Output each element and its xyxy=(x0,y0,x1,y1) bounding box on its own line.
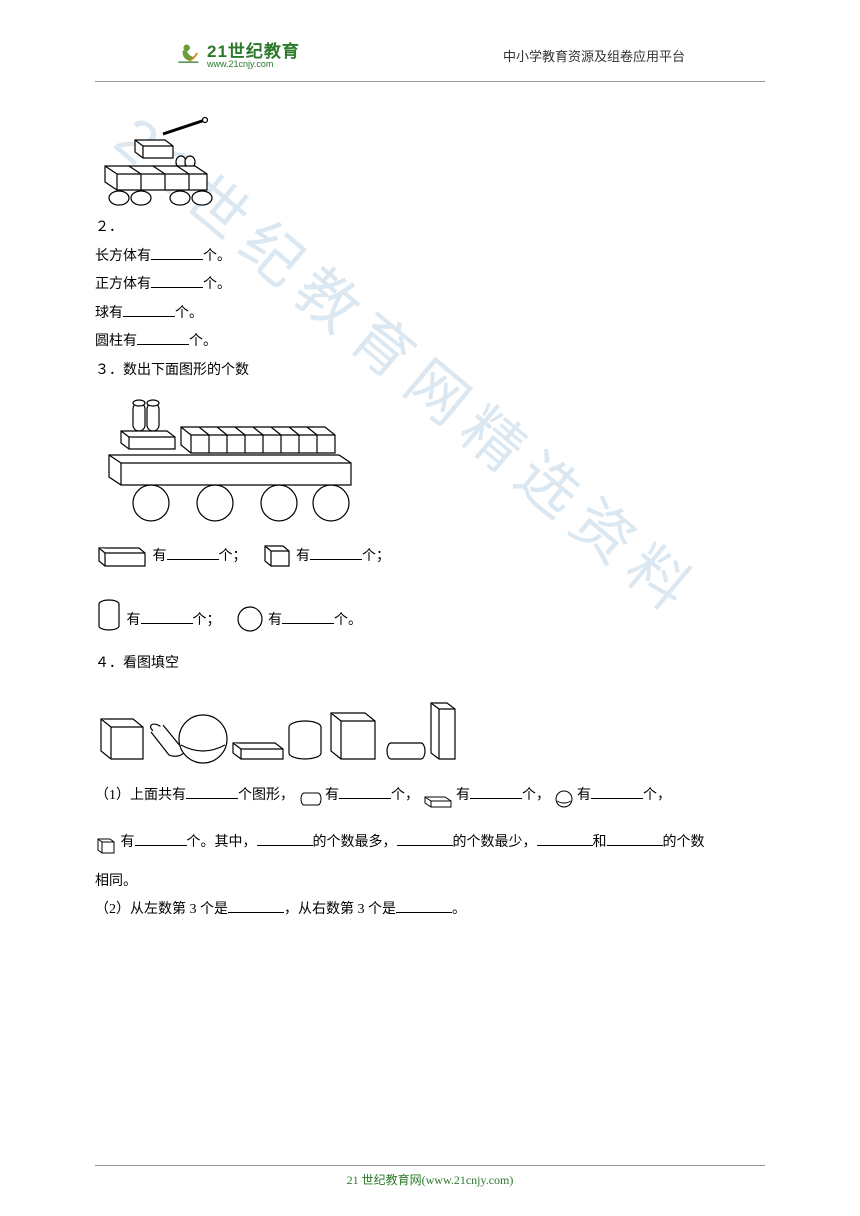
logo-title: 21世纪教育 xyxy=(207,43,300,60)
blank xyxy=(123,303,175,317)
q4-p2c: 的个数最多， xyxy=(313,835,397,850)
blank xyxy=(228,899,284,913)
blank xyxy=(135,832,187,846)
q3-number: ３．数出下面图形的个数 xyxy=(95,363,249,378)
q2-l4b: 个。 xyxy=(189,334,217,349)
q4-p2f: 的个数 xyxy=(663,835,705,850)
shapes-row-figure xyxy=(95,685,765,775)
blank xyxy=(591,785,643,799)
q2-l4a: 圆柱有 xyxy=(95,334,137,349)
q4-p2e: 和 xyxy=(593,835,607,850)
q4-p4a: （2）从左数第 3 个是 xyxy=(95,902,228,917)
ship-figure xyxy=(95,391,765,526)
q3-r1a: 有 xyxy=(153,549,167,564)
logo-icon xyxy=(175,40,201,71)
logo-subtitle: www.21cnjy.com xyxy=(207,60,300,69)
q2-l2b: 个。 xyxy=(203,277,231,292)
q4-p1f: 个， xyxy=(522,788,550,803)
cylinder-icon xyxy=(95,598,123,645)
q4-p2a: 有 xyxy=(121,835,135,850)
sphere-icon xyxy=(235,604,265,645)
q4-p1b: 个图形， xyxy=(238,788,294,803)
q2-number: ２． xyxy=(95,220,123,235)
q4-p3: 相同。 xyxy=(95,874,137,889)
page-header: 21世纪教育 www.21cnjy.com 中小学教育资源及组卷应用平台 xyxy=(95,0,765,82)
blank xyxy=(151,274,203,288)
small-cube-icon xyxy=(95,834,117,867)
blank xyxy=(257,832,313,846)
blank xyxy=(310,546,362,560)
blank xyxy=(137,331,189,345)
q3-r1c: 有 xyxy=(296,549,310,564)
small-cuboid-icon xyxy=(423,793,453,820)
blank xyxy=(397,832,453,846)
q4-p1h: 个， xyxy=(643,788,671,803)
q4-p1e: 有 xyxy=(456,788,470,803)
q3-r1b: 个； xyxy=(219,549,247,564)
q3-r2b: 个； xyxy=(193,613,221,628)
q4-p1d: 个， xyxy=(391,788,419,803)
q4-p4c: 。 xyxy=(452,902,466,917)
blank xyxy=(282,610,334,624)
q4-p4b: ，从右数第 3 个是 xyxy=(284,902,396,917)
q2-l1b: 个。 xyxy=(203,249,231,264)
blank xyxy=(537,832,593,846)
blank xyxy=(339,785,391,799)
blank xyxy=(167,546,219,560)
blank xyxy=(186,785,238,799)
q4-p2d: 的个数最少， xyxy=(453,835,537,850)
q4-p1a: （1）上面共有 xyxy=(95,788,186,803)
q4-p1g: 有 xyxy=(577,788,591,803)
tank-figure xyxy=(95,116,765,211)
q4-number: ４．看图填空 xyxy=(95,656,179,671)
q4-p1c: 有 xyxy=(325,788,339,803)
logo: 21世纪教育 www.21cnjy.com xyxy=(175,40,300,71)
q2-l3a: 球有 xyxy=(95,306,123,321)
cuboid-icon xyxy=(95,540,149,581)
q3-r2d: 个。 xyxy=(334,613,362,628)
blank xyxy=(151,246,203,260)
blank xyxy=(470,785,522,799)
q3-r1d: 个； xyxy=(362,549,390,564)
cube-icon xyxy=(261,540,293,581)
q2-l2a: 正方体有 xyxy=(95,277,151,292)
page-content: ２． 长方体有个。 正方体有个。 球有个。 圆柱有个。 ３．数出下面图形的个数 xyxy=(0,82,860,924)
small-sphere-icon xyxy=(554,789,574,820)
header-right-text: 中小学教育资源及组卷应用平台 xyxy=(503,46,685,65)
page-footer: 21 世纪教育网(www.21cnjy.com) xyxy=(95,1165,765,1188)
blank xyxy=(141,610,193,624)
small-cylinder-icon xyxy=(298,789,322,820)
q2-l3b: 个。 xyxy=(175,306,203,321)
q3-r2c: 有 xyxy=(268,613,282,628)
blank xyxy=(607,832,663,846)
blank xyxy=(396,899,452,913)
q4-p2b: 个。其中， xyxy=(187,835,257,850)
q2-l1a: 长方体有 xyxy=(95,249,151,264)
q3-r2a: 有 xyxy=(127,613,141,628)
